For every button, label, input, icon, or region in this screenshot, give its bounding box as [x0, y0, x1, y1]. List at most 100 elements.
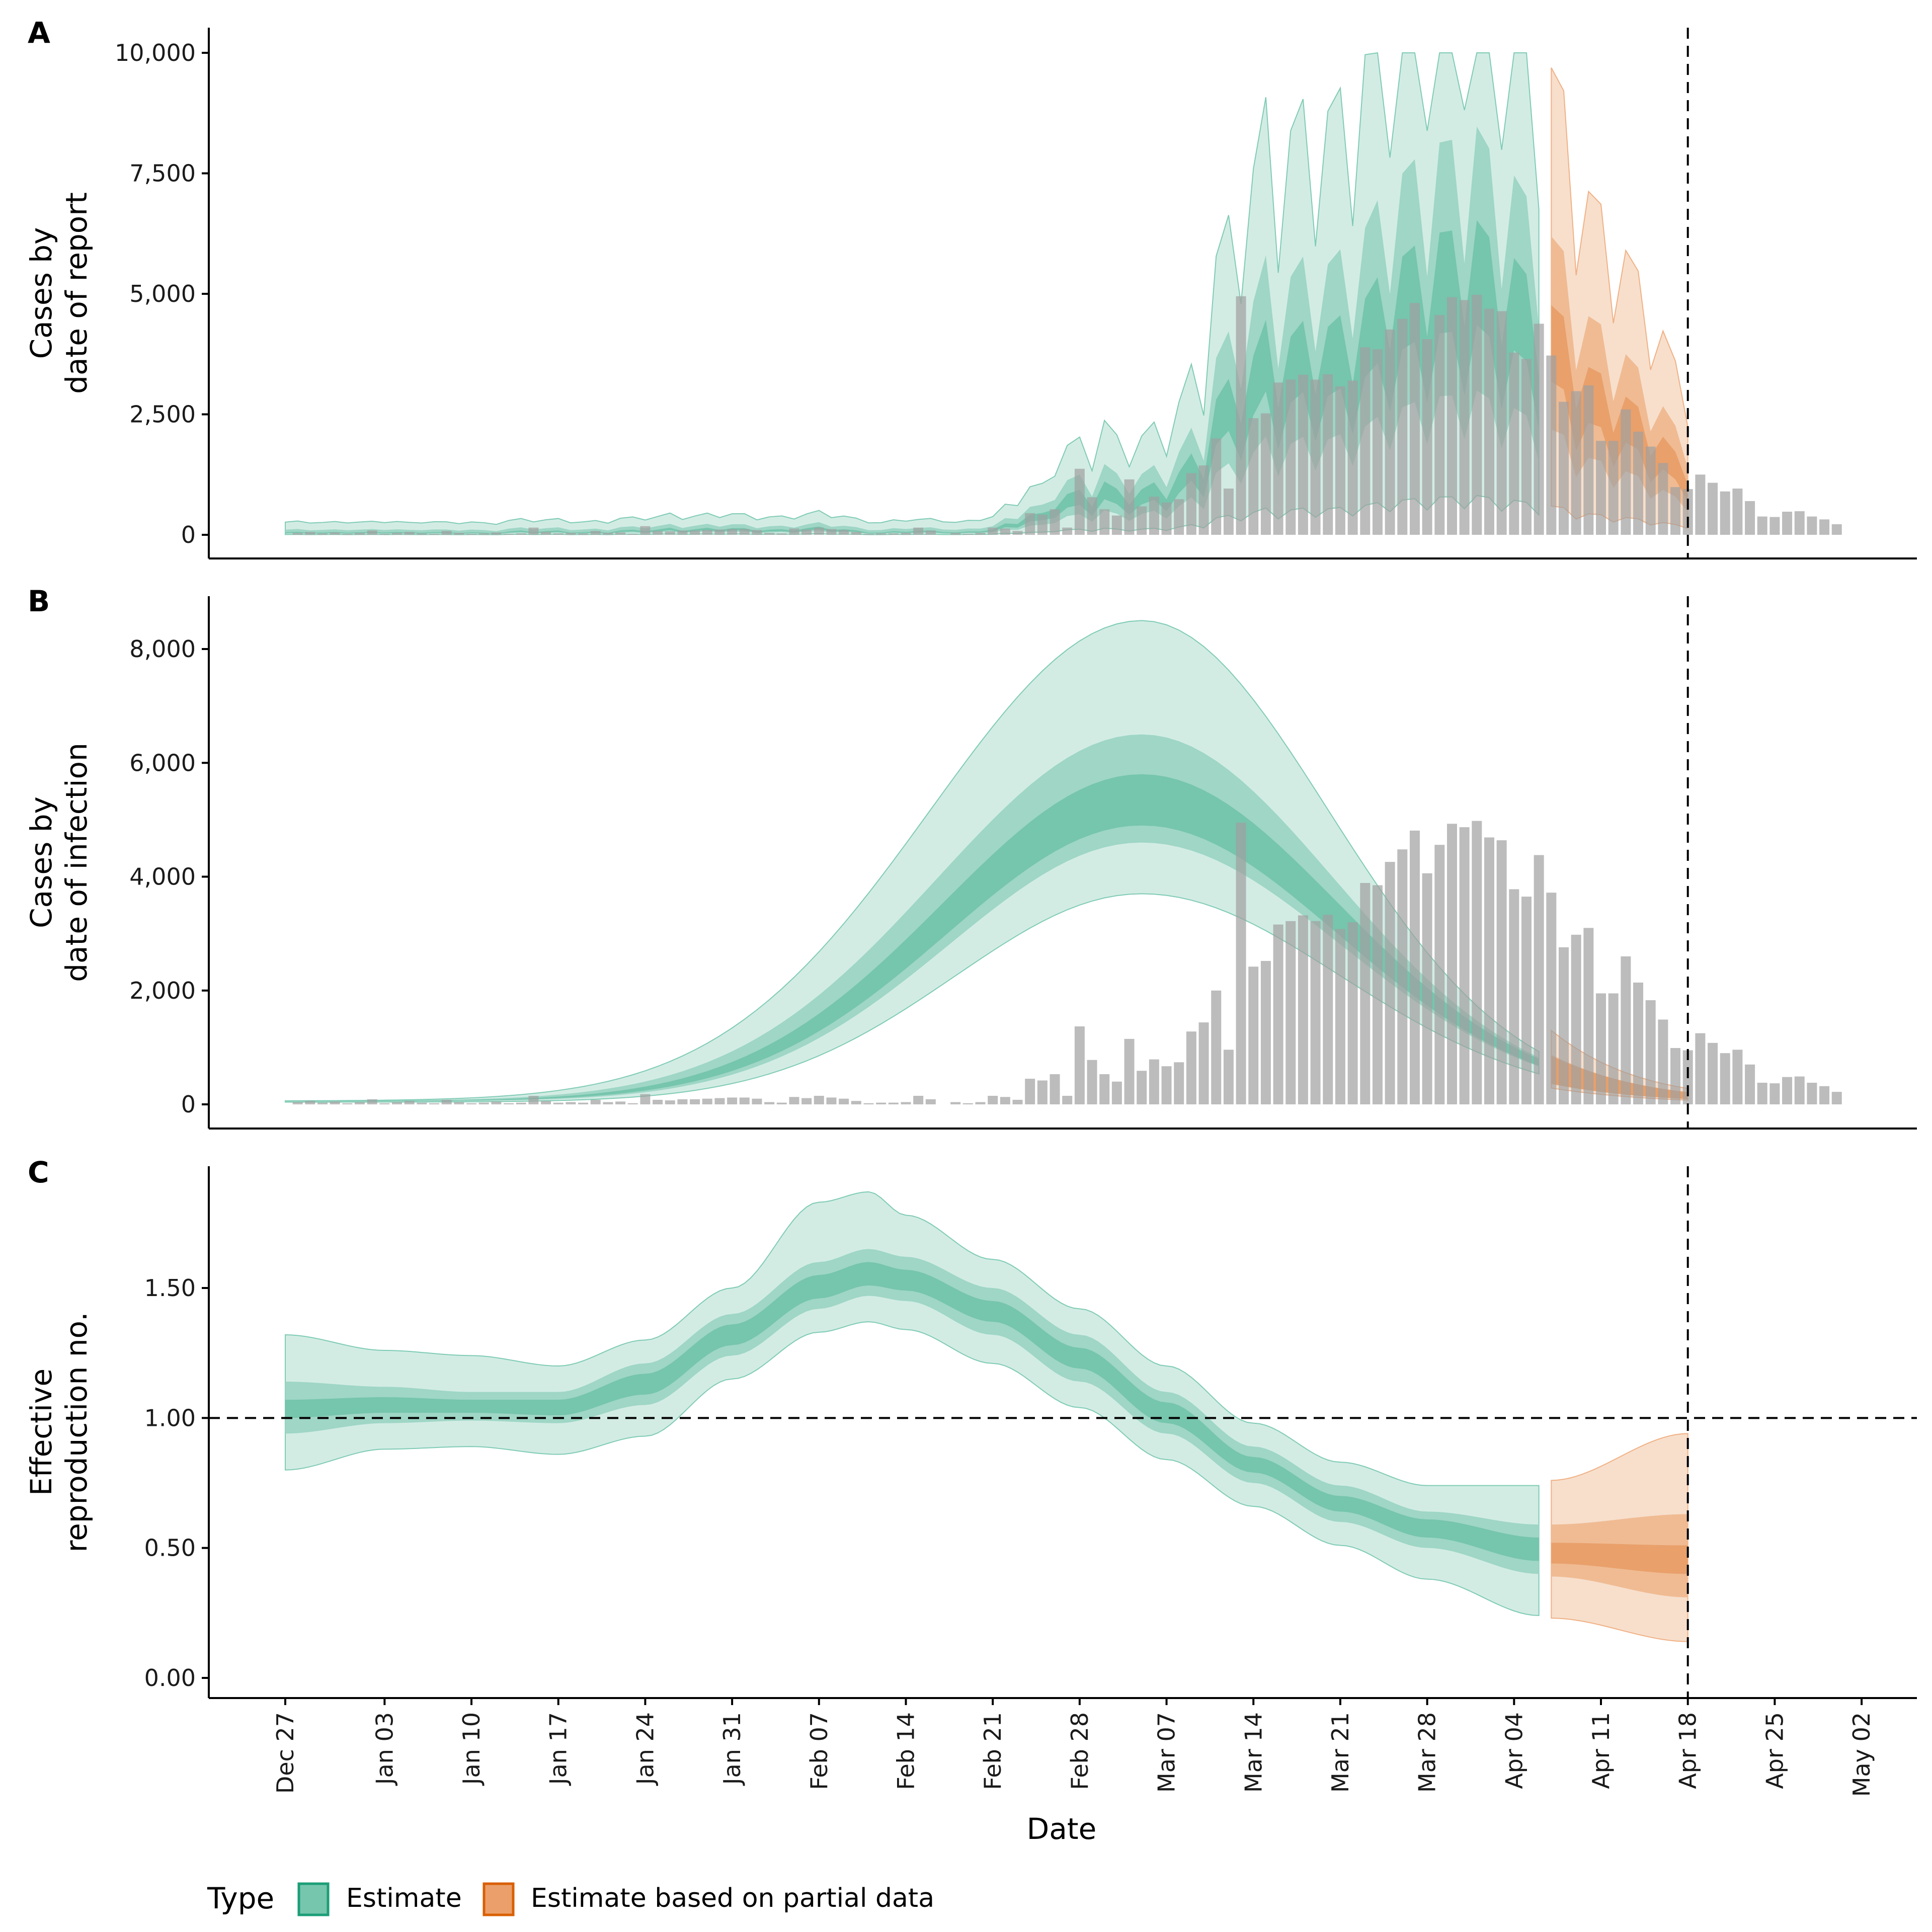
x-tick-label: Mar 14	[1240, 1712, 1267, 1793]
reported-case-bar	[1248, 418, 1259, 535]
legend-label-partial: Estimate based on partial data	[531, 1883, 934, 1913]
reported-case-bar	[1782, 512, 1793, 535]
x-tick-label: Jan 31	[718, 1712, 746, 1786]
y-axis-title-line1: Cases by	[24, 227, 58, 359]
reported-case-bar	[752, 530, 762, 535]
reported-case-bar	[640, 526, 651, 535]
reported-case-bar	[988, 1096, 998, 1104]
reported-case-bar	[454, 533, 464, 535]
reported-case-bar	[1137, 1071, 1147, 1104]
reported-case-bar	[1521, 359, 1532, 535]
reported-case-bar	[1260, 413, 1271, 535]
reported-case-bar	[1658, 1019, 1668, 1104]
reported-case-bar	[690, 1099, 700, 1104]
reported-case-bar	[851, 532, 861, 535]
reported-case-bar	[491, 532, 502, 535]
reported-case-bar	[1422, 339, 1432, 535]
y-tick-label: 4,000	[129, 863, 196, 891]
reported-case-bar	[814, 527, 824, 535]
reported-case-bar	[1273, 382, 1283, 535]
x-tick-label: Dec 27	[272, 1712, 299, 1794]
estimate-ci20-band	[285, 774, 1539, 1101]
reported-case-bar	[1720, 1053, 1730, 1104]
reported-case-bar	[1459, 827, 1470, 1104]
panel-tag-c: C	[28, 1155, 49, 1189]
reported-case-bar	[1608, 441, 1619, 535]
reported-case-bar	[1211, 990, 1222, 1104]
reported-case-bar	[1757, 1083, 1767, 1104]
reported-case-bar	[653, 531, 663, 535]
reported-case-bar	[627, 1103, 638, 1104]
reported-case-bar	[1819, 519, 1830, 535]
reported-case-bar	[441, 531, 452, 535]
reported-case-bar	[1708, 1042, 1718, 1104]
reported-case-bar	[1149, 497, 1159, 535]
reported-case-bar	[541, 1101, 551, 1104]
reported-case-bar	[504, 1103, 514, 1104]
reported-case-bar	[1124, 479, 1135, 535]
reported-case-bar	[1285, 379, 1296, 535]
reported-case-bar	[1670, 487, 1681, 535]
reported-case-bar	[355, 533, 365, 535]
x-tick-label: Jan 17	[545, 1712, 572, 1786]
reported-case-bar	[404, 1101, 415, 1104]
reported-case-bar	[1310, 379, 1321, 535]
reported-case-bar	[1670, 1048, 1681, 1104]
reported-case-bar	[404, 532, 415, 535]
x-tick-label: Apr 18	[1674, 1712, 1702, 1789]
reported-case-bar	[1174, 1062, 1184, 1104]
reported-case-bar	[1708, 482, 1718, 535]
x-tick-label: Jan 24	[631, 1712, 659, 1786]
reported-case-bar	[1757, 516, 1767, 535]
reported-case-bar	[1732, 1050, 1743, 1104]
reported-case-bar	[342, 1103, 353, 1104]
reported-case-bar	[1099, 509, 1110, 535]
reported-case-bar	[1794, 511, 1805, 535]
reported-case-bar	[1509, 889, 1519, 1104]
legend-label-estimate: Estimate	[346, 1883, 462, 1913]
reported-case-bar	[776, 533, 787, 535]
reported-case-bar	[714, 1098, 725, 1104]
legend-swatch-estimate	[297, 1882, 330, 1916]
x-axis: Dec 27 Jan 03 Jan 10 Jan 17 Jan 24 Jan 31 Feb …	[272, 1698, 1875, 1797]
reported-case-bar	[1260, 960, 1271, 1104]
reported-case-bar	[1559, 401, 1569, 535]
reported-case-bar	[1807, 516, 1817, 535]
x-tick-label: May 02	[1848, 1712, 1875, 1797]
reported-case-bar	[1831, 524, 1842, 535]
reported-case-bar	[330, 532, 340, 535]
reported-case-bar	[1248, 967, 1259, 1104]
reported-case-bar	[429, 534, 440, 535]
reported-case-bar	[1459, 300, 1470, 535]
reported-case-bar	[603, 533, 613, 535]
x-tick-label: Mar 21	[1327, 1712, 1354, 1793]
reported-case-bar	[839, 1098, 849, 1104]
reported-case-bar	[1062, 1096, 1073, 1104]
panel-tag-b: B	[28, 584, 50, 618]
reported-case-bar	[1360, 882, 1371, 1104]
reported-case-bar	[317, 1102, 328, 1104]
y-axis-title-line2: date of report	[59, 192, 94, 394]
reported-case-bar	[379, 534, 390, 535]
reported-case-bar	[1434, 315, 1445, 535]
reported-case-bar	[826, 1097, 837, 1104]
legend-title: Type	[207, 1881, 274, 1915]
reported-case-bar	[1198, 1022, 1209, 1104]
reported-case-bar	[1559, 947, 1569, 1104]
reported-case-bar	[975, 1102, 986, 1104]
x-tick-label: Feb 21	[979, 1712, 1006, 1790]
reported-case-bar	[367, 1099, 377, 1104]
reported-case-bar	[702, 530, 712, 535]
reported-case-bar	[1012, 531, 1023, 535]
reported-case-bar	[1645, 1000, 1656, 1104]
reported-case-bar	[1682, 489, 1693, 535]
reported-case-bar	[901, 533, 911, 535]
reported-case-bar	[392, 1102, 403, 1104]
reported-case-bar	[1186, 473, 1196, 535]
reported-case-bar	[292, 1102, 303, 1104]
reported-case-bar	[1807, 1083, 1817, 1104]
reported-case-bar	[1633, 431, 1644, 535]
reported-case-bar	[1645, 446, 1656, 535]
reported-case-bar	[1149, 1059, 1159, 1104]
reported-case-bar	[566, 533, 576, 535]
